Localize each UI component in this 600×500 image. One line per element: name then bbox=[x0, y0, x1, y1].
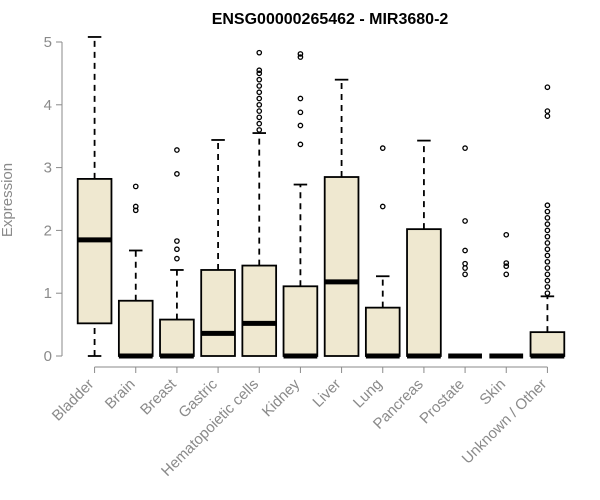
outlier-point bbox=[503, 260, 510, 266]
outlier-point bbox=[379, 145, 386, 151]
box-gastric bbox=[200, 139, 236, 357]
y-tick-label: 1 bbox=[44, 285, 52, 302]
outlier-point bbox=[544, 221, 551, 227]
outlier-point bbox=[503, 263, 510, 270]
outlier-point bbox=[174, 246, 180, 253]
outlier-point bbox=[462, 247, 468, 254]
outlier-point bbox=[256, 114, 263, 121]
outlier-point bbox=[544, 233, 551, 240]
box-body bbox=[406, 228, 442, 357]
outlier-point bbox=[544, 246, 551, 253]
x-tick-label: Skin bbox=[476, 376, 509, 409]
outlier-point bbox=[256, 95, 263, 102]
outlier-point bbox=[256, 70, 263, 77]
outlier-point bbox=[379, 203, 386, 210]
box-body bbox=[282, 285, 319, 357]
outlier-point bbox=[297, 51, 304, 57]
box-lung bbox=[364, 145, 401, 359]
y-axis: 0 1 2 3 4 5 bbox=[44, 34, 63, 365]
outlier-point bbox=[297, 54, 304, 60]
x-tick-label: Breast bbox=[137, 375, 180, 418]
outlier-point bbox=[256, 120, 263, 127]
outlier-point bbox=[544, 208, 551, 215]
outlier-point bbox=[297, 141, 304, 148]
box-body bbox=[159, 318, 195, 357]
box-body bbox=[200, 269, 236, 357]
outlier-point bbox=[462, 260, 468, 267]
x-tick-label: Prostate bbox=[416, 376, 468, 428]
y-tick-label: 0 bbox=[44, 348, 52, 365]
y-tick-label: 2 bbox=[44, 222, 52, 239]
outlier-point bbox=[544, 108, 551, 114]
outlier-point bbox=[462, 265, 468, 271]
box-skin bbox=[489, 231, 524, 359]
outlier-point bbox=[256, 89, 263, 96]
x-tick-label: Bladder bbox=[49, 376, 98, 425]
chart-title: ENSG00000265462 - MIR3680-2 bbox=[212, 11, 449, 28]
outlier-point bbox=[256, 108, 263, 114]
outlier-point bbox=[544, 202, 551, 209]
outlier-point bbox=[544, 227, 551, 234]
x-tick-label: Kidney bbox=[259, 375, 304, 420]
outlier-point bbox=[544, 84, 551, 91]
outlier-point bbox=[256, 83, 263, 89]
y-tick-label: 5 bbox=[44, 34, 52, 51]
outlier-point bbox=[544, 290, 551, 297]
outlier-point bbox=[462, 271, 468, 278]
outlier-point bbox=[297, 122, 304, 129]
outlier-point bbox=[256, 67, 263, 74]
box-liver bbox=[323, 78, 360, 357]
x-tick-label: Lung bbox=[350, 376, 386, 412]
outlier-point bbox=[256, 127, 263, 133]
outlier-point bbox=[544, 265, 551, 271]
outlier-point bbox=[544, 284, 551, 290]
outlier-point bbox=[503, 231, 510, 238]
outlier-point bbox=[256, 76, 263, 83]
box-brain bbox=[117, 183, 154, 359]
box-body bbox=[241, 264, 278, 357]
outlier-point bbox=[174, 171, 180, 177]
outlier-point bbox=[256, 101, 263, 108]
outlier-point bbox=[462, 145, 468, 151]
box-body bbox=[364, 306, 401, 357]
box-bladder bbox=[76, 36, 113, 357]
outlier-point bbox=[174, 147, 180, 153]
outlier-point bbox=[544, 271, 551, 278]
box-breast bbox=[159, 147, 195, 359]
box-unknown-other bbox=[529, 84, 566, 359]
box-body bbox=[76, 178, 113, 325]
outlier-point bbox=[174, 238, 180, 244]
outlier-point bbox=[544, 214, 551, 221]
outlier-point bbox=[544, 258, 551, 265]
box-series bbox=[76, 36, 566, 359]
outlier-point bbox=[462, 218, 468, 224]
outlier-point bbox=[544, 113, 551, 119]
outlier-point bbox=[544, 240, 551, 246]
box-hematopoietic-cells bbox=[241, 49, 278, 357]
y-tick-label: 4 bbox=[44, 97, 52, 114]
outlier-point bbox=[132, 203, 139, 210]
outlier-point bbox=[174, 255, 180, 262]
box-body bbox=[117, 299, 154, 357]
outlier-point bbox=[297, 95, 304, 102]
outlier-point bbox=[544, 252, 551, 259]
box-prostate bbox=[448, 145, 482, 359]
box-kidney bbox=[282, 51, 319, 359]
box-pancreas bbox=[406, 139, 442, 359]
x-tick-label: Brain bbox=[102, 376, 139, 413]
outlier-point bbox=[132, 183, 139, 190]
outlier-point bbox=[256, 49, 263, 56]
box-body bbox=[529, 331, 566, 357]
y-tick-label: 3 bbox=[44, 160, 52, 177]
outlier-point bbox=[297, 109, 304, 116]
x-tick-label: Liver bbox=[309, 376, 344, 411]
y-axis-label: Expression bbox=[0, 163, 16, 237]
box-body bbox=[323, 176, 360, 357]
outlier-point bbox=[503, 271, 510, 278]
outlier-point bbox=[544, 277, 551, 284]
